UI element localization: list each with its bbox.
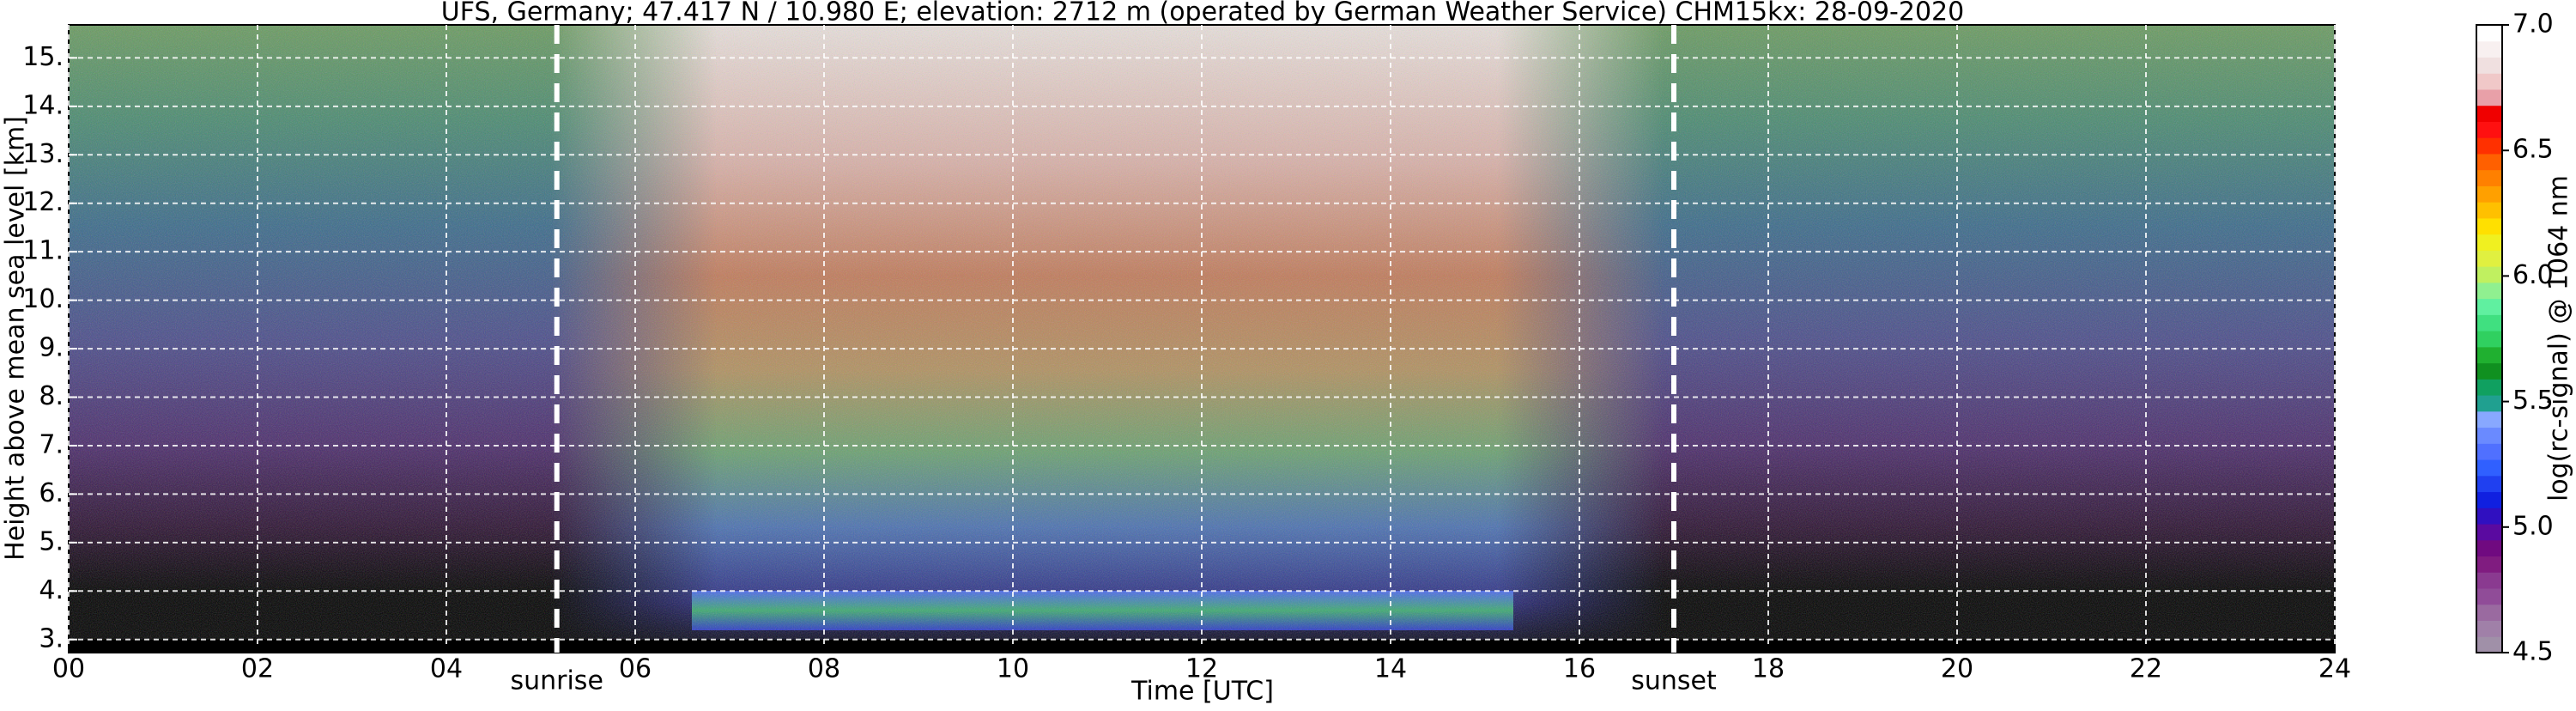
y-tick-label: 3. [39, 623, 64, 653]
colorbar-tick-label: 7.0 [2512, 9, 2554, 40]
colorbar-segment [2476, 169, 2502, 186]
colorbar-segment [2476, 588, 2502, 605]
colorbar-segment [2476, 105, 2502, 122]
y-tick-label: 13. [22, 139, 64, 169]
colorbar-segment [2476, 427, 2502, 444]
colorbar-segment [2476, 539, 2502, 557]
colorbar-tick-label: 6.0 [2512, 260, 2554, 290]
y-tick-label: 4. [39, 575, 64, 605]
colorbar-segment [2476, 57, 2502, 74]
colorbar-segment [2476, 250, 2502, 267]
colorbar-segment [2476, 137, 2502, 155]
colorbar-segment [2476, 395, 2502, 412]
y-tick-label: 5. [39, 526, 64, 556]
colorbar-tick-label: 4.5 [2512, 637, 2554, 667]
colorbar-segment [2476, 314, 2502, 331]
colorbar-segment [2476, 298, 2502, 315]
colorbar-segment [2476, 556, 2502, 573]
colorbar-segment [2476, 25, 2502, 42]
colorbar-tick-label: 5.0 [2512, 511, 2554, 541]
x-axis-label: Time [UTC] [1130, 677, 1274, 707]
annotation: sunrise [510, 666, 603, 696]
colorbar-segment [2476, 524, 2502, 541]
x-tick-label: 18 [1752, 654, 1785, 684]
colorbar-segment [2476, 379, 2502, 396]
colorbar-segment [2476, 266, 2502, 283]
colorbar-segment [2476, 620, 2502, 637]
x-tick-label: 10 [997, 654, 1029, 684]
colorbar-segment [2476, 202, 2502, 219]
colorbar-segment [2476, 410, 2502, 428]
colorbar-segment [2476, 491, 2502, 508]
x-tick-label: 06 [619, 654, 652, 684]
y-tick-label: 10. [22, 284, 64, 314]
colorbar-segment [2476, 636, 2502, 653]
colorbar-frame [2476, 24, 2503, 653]
colorbar-segment [2476, 362, 2502, 380]
x-tick-label: 22 [2130, 654, 2162, 684]
y-tick-label: 6. [39, 478, 64, 508]
x-tick-label: 20 [1941, 654, 1973, 684]
x-tick-label: 08 [808, 654, 840, 684]
y-tick-label: 11. [22, 236, 64, 266]
x-tick-label: 14 [1374, 654, 1407, 684]
chart-title: UFS, Germany; 47.417 N / 10.980 E; eleva… [441, 0, 1964, 27]
colorbar-segment [2476, 88, 2502, 106]
colorbar-segment [2476, 572, 2502, 589]
x-tick-label: 16 [1563, 654, 1596, 684]
y-axis-label: Height above mean sea level [km] [1, 116, 31, 561]
y-tick-label: 9. [39, 333, 64, 363]
x-tick-label: 00 [52, 654, 85, 684]
colorbar-segment [2476, 507, 2502, 525]
colorbar-segment [2476, 153, 2502, 171]
colorbar-segment [2476, 217, 2502, 235]
colorbar-segment [2476, 73, 2502, 90]
colorbar-segment [2476, 121, 2502, 138]
colorbar-segment [2476, 234, 2502, 251]
y-tick-label: 7. [39, 429, 64, 459]
colorbar-segment [2476, 40, 2502, 58]
x-tick-label: 04 [430, 654, 463, 684]
annotation: sunset [1631, 666, 1717, 696]
colorbar-segment [2476, 459, 2502, 477]
x-tick-label: 24 [2318, 654, 2351, 684]
colorbar-label: log(rc-signal) @ 1064 nm [2544, 175, 2574, 501]
colorbar-segment [2476, 282, 2502, 300]
colorbar-segment [2476, 185, 2502, 203]
x-tick-label: 02 [241, 654, 274, 684]
colorbar-tick-label: 6.5 [2512, 135, 2554, 165]
y-tick-label: 14. [22, 90, 64, 120]
colorbar-segment [2476, 331, 2502, 348]
x-tick-label: 12 [1185, 654, 1218, 684]
y-tick-label: 12. [22, 187, 64, 217]
y-tick-label: 15. [22, 42, 64, 72]
colorbar-segment [2476, 604, 2502, 622]
y-tick-label: 8. [39, 381, 64, 411]
colorbar-segment [2476, 475, 2502, 493]
colorbar-segment [2476, 443, 2502, 460]
colorbar-segment [2476, 346, 2502, 364]
colorbar-tick-label: 5.5 [2512, 386, 2554, 416]
